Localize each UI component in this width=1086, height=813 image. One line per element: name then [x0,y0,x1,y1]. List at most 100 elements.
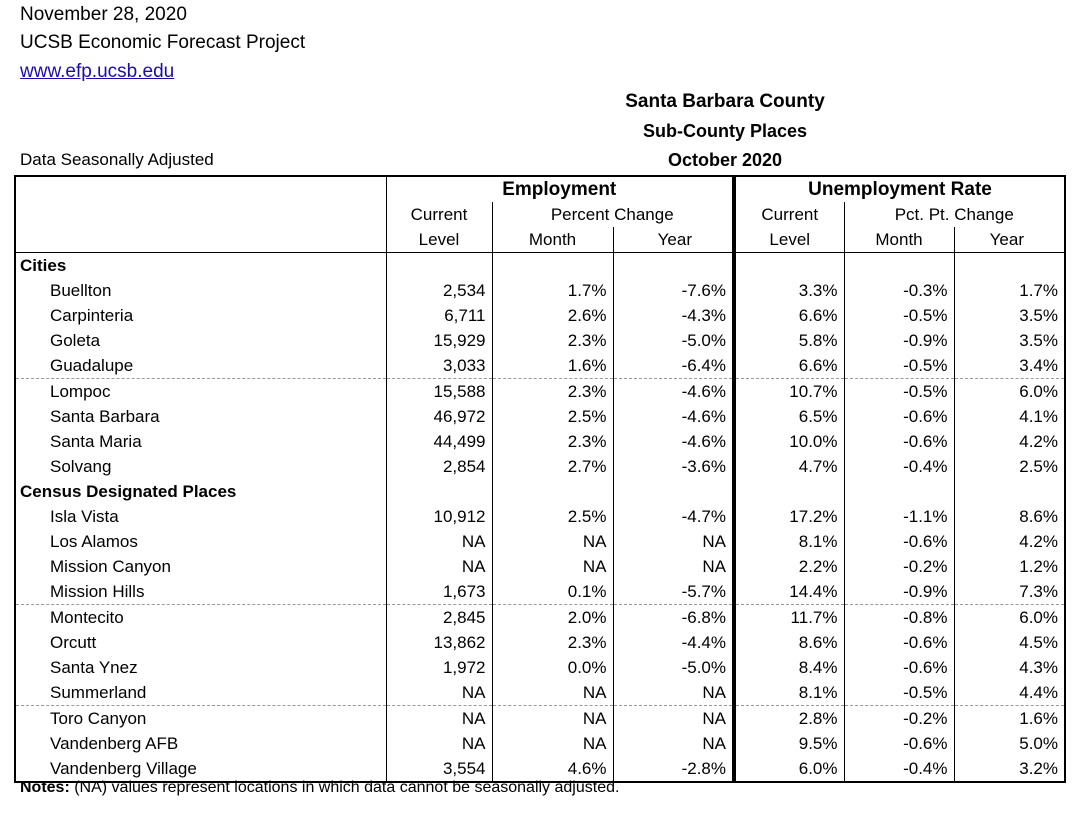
ur-current-level: 2.8% [734,705,845,731]
ur-year-change: 5.0% [1019,734,1058,753]
table-row: Mission Canyon NA NA NA 2.2% -0.2% 1.2% [15,554,1065,579]
emp-year-change: NA [613,705,736,731]
ur-current-level: 6.5% [734,404,845,429]
ur-month-change: -0.6% [844,731,955,756]
table-row: Toro Canyon NA NA NA 2.8% -0.2% 1.6% [15,705,1065,731]
table-row: Vandenberg Village 3,554 4.6% -2.8% 6.0% -0.4… [15,756,1065,782]
ur-year-header: Year [954,227,1065,253]
table-row: Santa Barbara 46,972 2.5% -4.6% 6.5% -0.6% 4.1… [15,404,1065,429]
ur-year-change: 4.4% [1019,683,1058,702]
notes-text: (NA) values represent locations in which… [69,779,620,796]
emp-current-level: 6,711 [386,303,493,328]
ur-year-change: 1.6% [954,705,1065,731]
emp-month-change: 0.1% [492,579,614,605]
place-name: Toro Canyon [15,705,387,731]
place-name: Santa Ynez [15,655,387,680]
emp-year-header: Year [613,227,736,253]
table-row: Summerland NA NA NA 8.1% -0.5% 4.4% [15,680,1065,706]
ur-month-change: -0.4% [844,756,955,782]
table-row: Isla Vista 10,912 2.5% -4.7% 17.2% -1.1% 8.6% [15,504,1065,529]
table-row: Montecito 2,845 2.0% -6.8% 11.7% -0.8% 6.0% [15,604,1065,630]
table-row: Los Alamos NA NA NA 8.1% -0.6% 4.2% [15,529,1065,554]
table-row: Orcutt 13,862 2.3% -4.4% 8.6% -0.6% 4.5% [15,630,1065,655]
section-cities: Cities [15,252,387,278]
ur-month-change: -0.2% [844,554,955,579]
emp-current-level: NA [386,680,493,706]
emp-current-level: NA [386,705,493,731]
ur-year-change: 6.0% [954,604,1065,630]
ur-year-change: 7.3% [1019,582,1058,601]
emp-current-level: 44,499 [386,429,493,454]
ur-level-header: Level [734,227,845,253]
ur-current-level: 9.5% [734,731,845,756]
table-row: Santa Maria 44,499 2.3% -4.6% 10.0% -0.6% 4.2% [15,429,1065,454]
emp-current-level: NA [386,554,493,579]
place-name: Vandenberg AFB [15,731,387,756]
emp-current-level: 1,972 [386,655,493,680]
ur-current-level: 5.8% [734,328,845,353]
ur-month-change: -0.6% [844,529,955,554]
emp-current-level: 1,673 [386,579,493,605]
ur-current-level: 3.3% [734,278,845,303]
place-name: Orcutt [15,630,387,655]
report-date: November 28, 2020 [20,4,187,25]
emp-month-change: 1.6% [492,353,614,379]
place-name: Solvang [15,454,387,479]
emp-month-change: NA [492,529,614,554]
ur-month-change: -0.2% [844,705,955,731]
ur-month-change: -0.8% [844,604,955,630]
emp-month-change: NA [492,731,614,756]
emp-month-change: 2.5% [492,504,614,529]
ur-month-change: -0.6% [844,655,955,680]
emp-year-change: -2.8% [613,756,736,782]
report-subtitle: Sub-County Places [642,121,808,141]
emp-year-change: -4.6% [613,429,736,454]
emp-month-change: NA [492,554,614,579]
place-name: Carpinteria [15,303,387,328]
emp-current-level: 13,862 [386,630,493,655]
ur-year-change: 6.0% [954,378,1065,404]
table-row: Vandenberg AFB NA NA NA 9.5% -0.6% 5.0% [15,731,1065,756]
emp-year-change: NA [613,529,736,554]
emp-current-level: 15,588 [386,378,493,404]
ur-month-change: -0.9% [844,328,955,353]
emp-month-change: NA [492,680,614,706]
emp-current-level: NA [386,529,493,554]
ur-current-level: 8.4% [734,655,845,680]
table-row: Guadalupe 3,033 1.6% -6.4% 6.6% -0.5% 3.4% [15,353,1065,379]
ur-month-change: -0.9% [844,579,955,605]
website-link[interactable]: www.efp.ucsb.edu [20,61,175,82]
emp-year-change: -4.4% [613,630,736,655]
table-row: Goleta 15,929 2.3% -5.0% 5.8% -0.9% 3.5% [15,328,1065,353]
emp-month-change: 2.3% [492,630,614,655]
ur-month-change: -0.5% [844,353,955,379]
ur-month-change: -0.5% [844,378,955,404]
place-name: Goleta [15,328,387,353]
place-name: Mission Canyon [15,554,387,579]
emp-percent-change-header: Percent Change [492,202,736,227]
emp-month-change: 2.6% [492,303,614,328]
ur-year-change: 1.7% [1019,281,1058,300]
ur-current-level: 8.1% [734,680,845,706]
emp-current-level: NA [386,731,493,756]
emp-current-header: Current [386,202,493,227]
employment-table: Employment Unemployment Rate Current Per… [14,175,1066,783]
ur-current-level: 14.4% [734,579,845,605]
emp-month-change: NA [492,705,614,731]
emp-month-change: 2.0% [492,604,614,630]
emp-month-change: 2.7% [492,454,614,479]
place-name: Vandenberg Village [15,756,387,782]
ur-year-change: 2.5% [1019,457,1058,476]
ur-year-change: 3.2% [1019,759,1058,778]
ur-month-change: -1.1% [844,504,955,529]
ur-year-change: 1.2% [1019,557,1058,576]
ur-year-change: 4.2% [1019,432,1058,451]
emp-year-change: NA [613,731,736,756]
ur-current-level: 17.2% [734,504,845,529]
ur-year-change: 4.3% [1019,658,1058,677]
report-period: October 2020 [667,150,783,170]
emp-month-change: 2.5% [492,404,614,429]
emp-month-change: 0.0% [492,655,614,680]
table-row: Carpinteria 6,711 2.6% -4.3% 6.6% -0.5% 3.5% [15,303,1065,328]
emp-month-change: 1.7% [492,278,614,303]
